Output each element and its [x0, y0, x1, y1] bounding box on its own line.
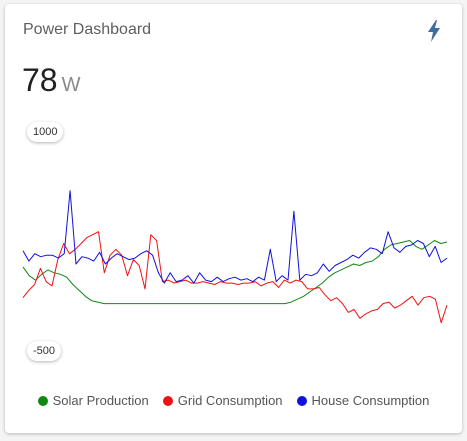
- card-title: Power Dashboard: [23, 21, 152, 38]
- power-unit: W: [61, 74, 81, 96]
- power-dashboard-card: Power Dashboard 78 W 1000 -500 Solar Prod…: [5, 4, 462, 433]
- legend-label-grid: Grid Consumption: [177, 393, 283, 408]
- legend-item-solar[interactable]: Solar Production: [37, 393, 149, 408]
- legend-dot-grid: [162, 395, 173, 406]
- legend-item-grid[interactable]: Grid Consumption: [162, 393, 283, 408]
- legend-item-house[interactable]: House Consumption: [296, 393, 430, 408]
- legend-dot-solar: [37, 395, 48, 406]
- flash-icon: [428, 20, 440, 42]
- chart-legend: Solar Production Grid Consumption House …: [5, 393, 462, 408]
- y-axis-label-max: 1000: [27, 122, 64, 142]
- y-axis-label-min: -500: [27, 341, 62, 361]
- power-value-row: 78 W: [22, 62, 80, 99]
- series-line-house-consumption: [22, 190, 448, 284]
- power-value: 78: [22, 62, 58, 98]
- series-line-solar-production: [22, 240, 448, 305]
- legend-label-house: House Consumption: [311, 393, 430, 408]
- series-line-grid-consumption: [22, 231, 448, 324]
- legend-label-solar: Solar Production: [52, 393, 149, 408]
- power-chart: [22, 190, 448, 324]
- legend-dot-house: [296, 395, 307, 406]
